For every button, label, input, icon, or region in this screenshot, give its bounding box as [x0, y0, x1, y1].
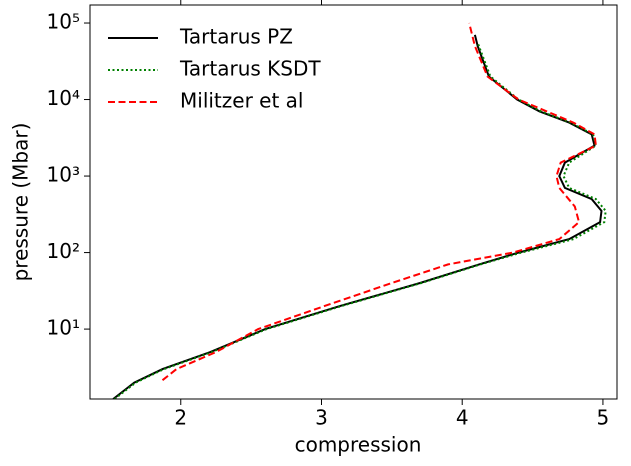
x-tick-label: 4 — [456, 406, 469, 430]
y-tick-label: 10⁴ — [47, 86, 80, 110]
y-tick-label: 10³ — [47, 163, 80, 187]
legend-label: Militzer et al — [180, 89, 303, 113]
x-tick-label: 3 — [315, 406, 328, 430]
line-series — [161, 22, 597, 381]
x-tick-label: 2 — [174, 406, 187, 430]
legend-label: Tartarus KSDT — [179, 57, 321, 81]
y-axis-label: pressure (Mbar) — [9, 123, 33, 282]
y-tick-label: 10¹ — [47, 316, 80, 340]
x-axis-label: compression — [295, 433, 422, 457]
y-tick-label: 10² — [47, 239, 80, 263]
legend-label: Tartarus PZ — [179, 25, 293, 49]
plot-frame — [89, 4, 618, 400]
line-series — [113, 42, 607, 399]
y-tick-label: 10⁵ — [47, 10, 80, 34]
x-tick-label: 5 — [597, 406, 610, 430]
